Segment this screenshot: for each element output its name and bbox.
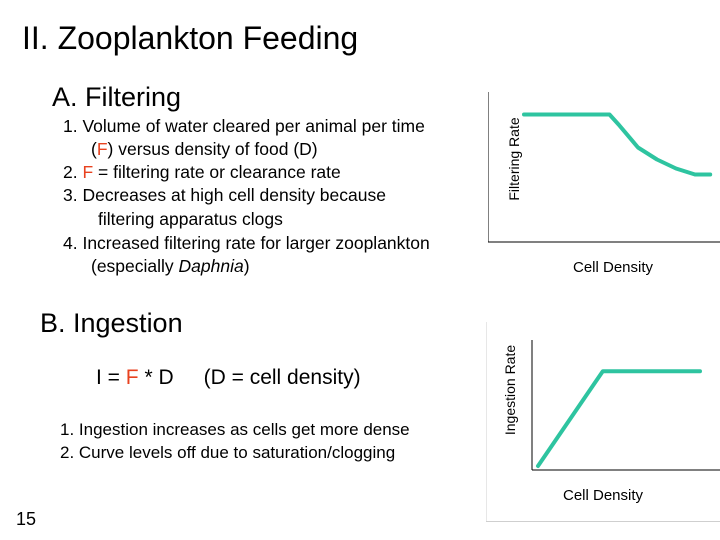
list-item-continuation: (F) versus density of food (D) bbox=[91, 139, 318, 159]
red-term: F bbox=[82, 162, 94, 182]
formula-note: (D = cell density) bbox=[203, 366, 361, 389]
ingestion-formula: I = F * D (D = cell density) bbox=[96, 366, 361, 389]
section-a-title: A. Filtering bbox=[52, 82, 182, 112]
list-item: 4. Increased filtering rate for larger z… bbox=[63, 233, 430, 253]
section-b-title: B. Ingestion bbox=[40, 308, 183, 338]
red-term: F bbox=[125, 366, 139, 389]
x-axis-label: Cell Density bbox=[563, 487, 644, 504]
list-item: 2. F = filtering rate or clearance rate bbox=[63, 162, 341, 182]
list-item-continuation: (especially Daphnia) bbox=[91, 256, 250, 276]
filtering-rate-chart: Filtering Rate Cell Density bbox=[488, 92, 720, 276]
list-item: 2. Curve levels off due to saturation/cl… bbox=[60, 443, 396, 462]
y-axis-label: Filtering Rate bbox=[506, 117, 522, 200]
list-item: 3. Decreases at high cell density becaus… bbox=[63, 185, 386, 205]
ingestion-list: 1. Ingestion increases as cells get more… bbox=[60, 418, 410, 464]
slide-number: 15 bbox=[16, 509, 37, 529]
page-title: II. Zooplankton Feeding bbox=[22, 20, 359, 56]
series-line bbox=[522, 112, 713, 177]
x-axis-label: Cell Density bbox=[573, 259, 654, 276]
red-term: F bbox=[96, 139, 108, 159]
species-name: Daphnia bbox=[178, 256, 244, 276]
ingestion-rate-chart: Ingestion Rate Cell Density bbox=[486, 322, 720, 522]
y-axis-label: Ingestion Rate bbox=[502, 345, 518, 435]
series-line bbox=[536, 369, 702, 468]
list-item: 1. Ingestion increases as cells get more… bbox=[60, 420, 410, 439]
list-item-continuation: filtering apparatus clogs bbox=[98, 209, 283, 229]
filtering-list: 1. Volume of water cleared per animal pe… bbox=[63, 114, 493, 284]
list-item: 1. Volume of water cleared per animal pe… bbox=[63, 116, 425, 136]
